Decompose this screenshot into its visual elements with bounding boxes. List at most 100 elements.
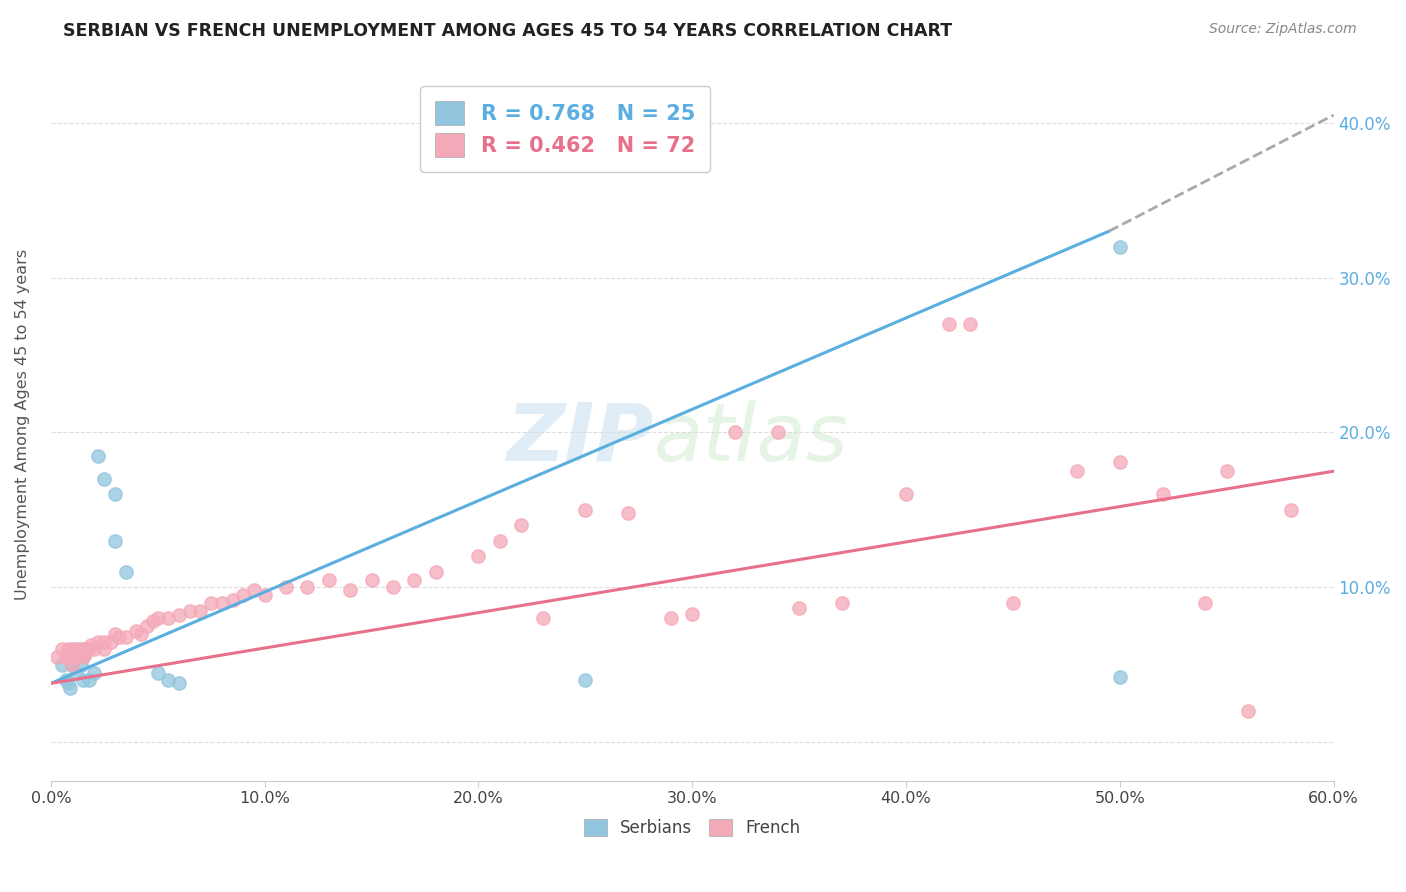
Point bbox=[60, 657, 83, 672]
Point bbox=[104, 533, 127, 548]
Point bbox=[56, 642, 79, 657]
Point bbox=[787, 600, 810, 615]
Point bbox=[167, 676, 190, 690]
Point bbox=[114, 630, 136, 644]
Point bbox=[56, 676, 79, 690]
Point bbox=[83, 665, 105, 680]
Point bbox=[211, 596, 233, 610]
Point bbox=[59, 650, 82, 665]
Point bbox=[59, 681, 82, 695]
Point bbox=[318, 573, 340, 587]
Point bbox=[425, 565, 447, 579]
Point bbox=[142, 615, 165, 629]
Point bbox=[574, 503, 596, 517]
Point bbox=[1066, 464, 1088, 478]
Point bbox=[114, 565, 136, 579]
Point bbox=[67, 642, 90, 657]
Point bbox=[1108, 239, 1130, 253]
Point bbox=[51, 657, 73, 672]
Point bbox=[190, 604, 212, 618]
Point bbox=[1237, 704, 1260, 718]
Point bbox=[1194, 596, 1216, 610]
Point bbox=[60, 642, 83, 657]
Point bbox=[510, 518, 533, 533]
Point bbox=[1108, 670, 1130, 684]
Point bbox=[1108, 455, 1130, 469]
Point bbox=[146, 665, 169, 680]
Point bbox=[339, 583, 361, 598]
Point bbox=[1152, 487, 1174, 501]
Point bbox=[79, 673, 101, 688]
Point bbox=[72, 650, 94, 665]
Point bbox=[167, 608, 190, 623]
Point bbox=[157, 673, 180, 688]
Point bbox=[55, 650, 77, 665]
Point bbox=[232, 588, 254, 602]
Point bbox=[467, 549, 489, 564]
Point bbox=[60, 657, 83, 672]
Text: ZIP: ZIP bbox=[506, 400, 654, 478]
Text: atlas: atlas bbox=[654, 400, 848, 478]
Point bbox=[69, 657, 91, 672]
Point bbox=[959, 317, 981, 331]
Point bbox=[67, 645, 90, 659]
Point bbox=[93, 634, 115, 648]
Point bbox=[83, 642, 105, 657]
Point bbox=[60, 650, 83, 665]
Point bbox=[125, 624, 148, 638]
Point bbox=[100, 634, 122, 648]
Point bbox=[80, 638, 103, 652]
Point bbox=[724, 425, 747, 440]
Point bbox=[1216, 464, 1239, 478]
Point bbox=[51, 642, 73, 657]
Point bbox=[531, 611, 554, 625]
Point bbox=[72, 673, 94, 688]
Point bbox=[488, 533, 510, 548]
Point bbox=[574, 673, 596, 688]
Point bbox=[87, 449, 110, 463]
Point bbox=[72, 650, 94, 665]
Point bbox=[129, 627, 152, 641]
Point bbox=[55, 673, 77, 688]
Point bbox=[157, 611, 180, 625]
Point bbox=[766, 425, 789, 440]
Point bbox=[79, 642, 101, 657]
Point bbox=[108, 630, 131, 644]
Point bbox=[93, 642, 115, 657]
Point bbox=[381, 580, 404, 594]
Point bbox=[104, 627, 127, 641]
Point bbox=[404, 573, 426, 587]
Point bbox=[831, 596, 853, 610]
Point bbox=[297, 580, 319, 594]
Point bbox=[360, 573, 382, 587]
Point bbox=[617, 506, 640, 520]
Point bbox=[894, 487, 917, 501]
Point bbox=[65, 650, 87, 665]
Point bbox=[46, 650, 69, 665]
Point bbox=[73, 647, 96, 661]
Point bbox=[243, 583, 266, 598]
Point bbox=[221, 592, 243, 607]
Point bbox=[938, 317, 960, 331]
Text: Source: ZipAtlas.com: Source: ZipAtlas.com bbox=[1209, 22, 1357, 37]
Point bbox=[681, 607, 703, 621]
Point bbox=[93, 472, 115, 486]
Point bbox=[274, 580, 297, 594]
Point bbox=[1279, 503, 1302, 517]
Point bbox=[69, 647, 91, 661]
Y-axis label: Unemployment Among Ages 45 to 54 years: Unemployment Among Ages 45 to 54 years bbox=[15, 249, 30, 600]
Point bbox=[253, 588, 276, 602]
Point bbox=[65, 665, 87, 680]
Point bbox=[104, 487, 127, 501]
Point bbox=[73, 642, 96, 657]
Point bbox=[72, 642, 94, 657]
Point bbox=[76, 642, 98, 657]
Point bbox=[136, 619, 159, 633]
Point bbox=[146, 611, 169, 625]
Point bbox=[1001, 596, 1024, 610]
Text: SERBIAN VS FRENCH UNEMPLOYMENT AMONG AGES 45 TO 54 YEARS CORRELATION CHART: SERBIAN VS FRENCH UNEMPLOYMENT AMONG AGE… bbox=[63, 22, 952, 40]
Point bbox=[87, 634, 110, 648]
Point bbox=[65, 642, 87, 657]
Point bbox=[200, 596, 222, 610]
Point bbox=[63, 645, 86, 659]
